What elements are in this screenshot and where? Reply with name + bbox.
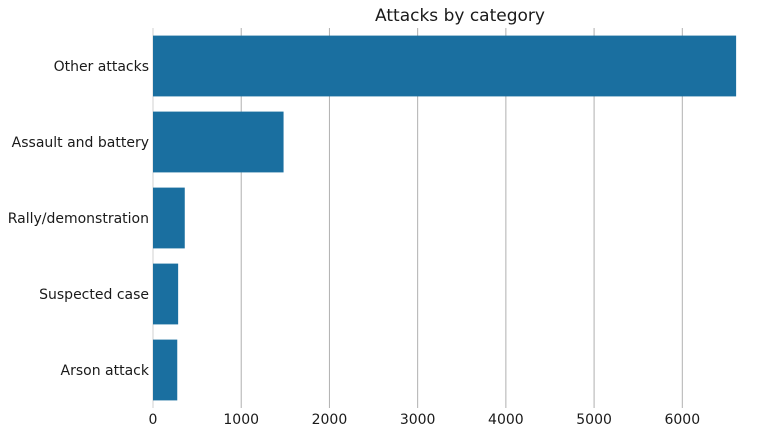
x-tick-labels: 0 1000 2000 3000 4000 5000 6000 bbox=[149, 412, 701, 428]
category-label: Assault and battery bbox=[12, 135, 149, 151]
x-tick-label: 6000 bbox=[664, 412, 700, 428]
x-tick-label: 1000 bbox=[223, 412, 259, 428]
x-tick-label: 3000 bbox=[400, 412, 436, 428]
category-label: Rally/demonstration bbox=[8, 211, 149, 227]
x-tick-label: 2000 bbox=[312, 412, 348, 428]
x-tick-label: 4000 bbox=[488, 412, 524, 428]
bar-arson-attack bbox=[153, 339, 178, 401]
x-tick-label: 0 bbox=[149, 412, 158, 428]
category-labels: Other attacks Assault and battery Rally/de… bbox=[8, 59, 150, 379]
chart-title: Attacks by category bbox=[375, 6, 545, 26]
bar-assault-and-battery bbox=[153, 111, 284, 173]
bars bbox=[153, 35, 737, 401]
bar-suspected-case bbox=[153, 263, 179, 325]
bar-other-attacks bbox=[153, 35, 737, 97]
bar-rally-demonstration bbox=[153, 187, 185, 249]
x-tick-label: 5000 bbox=[576, 412, 612, 428]
category-label: Suspected case bbox=[39, 287, 149, 303]
category-label: Other attacks bbox=[54, 59, 149, 75]
category-label: Arson attack bbox=[61, 363, 150, 379]
